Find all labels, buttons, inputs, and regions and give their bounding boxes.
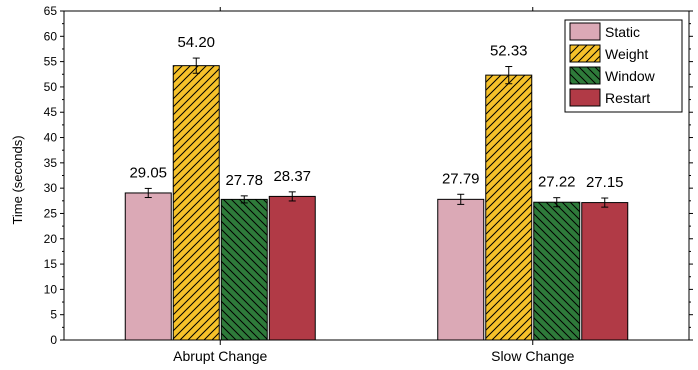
data-label: 27.15 xyxy=(586,174,624,191)
y-tick-label: 25 xyxy=(44,206,58,220)
y-tick-label: 15 xyxy=(44,257,58,271)
legend-label: Static xyxy=(605,24,640,40)
y-tick-label: 0 xyxy=(50,333,57,347)
legend: Static Weight Window Restart xyxy=(564,19,683,113)
legend-swatch-static xyxy=(569,22,601,41)
data-label: 29.05 xyxy=(129,164,167,181)
data-label: 27.79 xyxy=(442,170,480,187)
bar-window xyxy=(533,201,581,341)
bar-restart xyxy=(581,202,629,341)
bar-static xyxy=(437,198,485,341)
bar-window xyxy=(220,198,268,341)
data-label: 28.37 xyxy=(273,168,311,185)
legend-swatch-weight xyxy=(569,44,601,63)
y-tick-label: 35 xyxy=(44,156,58,170)
bars xyxy=(124,57,629,341)
data-label: 27.78 xyxy=(225,172,263,189)
y-tick-label: 65 xyxy=(44,4,58,18)
y-tick-label: 40 xyxy=(44,131,58,145)
legend-label: Restart xyxy=(605,90,650,106)
legend-label: Weight xyxy=(605,46,648,62)
bar-weight xyxy=(485,74,533,341)
y-tick-label: 45 xyxy=(44,105,58,119)
x-tick-label: Abrupt Change xyxy=(173,348,267,364)
legend-label: Window xyxy=(605,68,656,84)
y-tick-label: 60 xyxy=(44,29,58,43)
y-tick-label: 55 xyxy=(44,55,58,69)
x-tick-label: Slow Change xyxy=(491,348,574,364)
y-tick-label: 50 xyxy=(44,80,58,94)
y-tick-label: 30 xyxy=(44,181,58,195)
y-tick-label: 5 xyxy=(50,308,57,322)
data-label: 52.33 xyxy=(490,43,528,60)
bar-restart xyxy=(268,195,316,341)
data-label: 54.20 xyxy=(177,34,215,51)
y-tick-label: 10 xyxy=(44,282,58,296)
data-label: 27.22 xyxy=(538,174,576,191)
axes: 0 5 10 15 20 25 30 35 40 45 50 55 60 65 Abrupt Change S… xyxy=(44,4,693,364)
legend-swatch-restart xyxy=(569,88,601,107)
data-labels: 29.05 54.20 27.78 28.37 27.79 52.33 27.22 27.15 xyxy=(129,34,623,191)
bar-static xyxy=(124,192,172,341)
y-tick-label: 20 xyxy=(44,232,58,246)
y-axis-label: Time (seconds) xyxy=(10,135,25,224)
bar-weight xyxy=(172,65,220,341)
legend-swatch-window xyxy=(569,66,601,85)
